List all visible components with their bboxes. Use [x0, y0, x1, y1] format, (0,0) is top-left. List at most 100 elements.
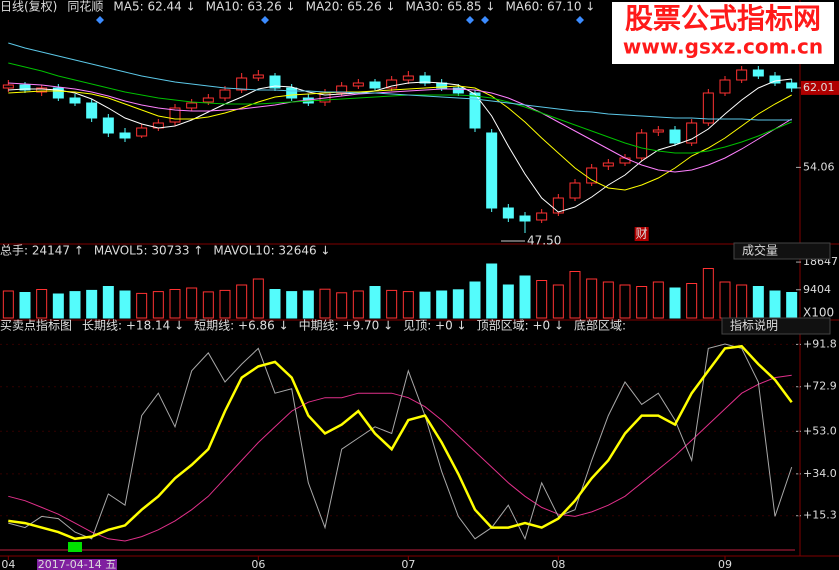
- y-tick-label: +53.0: [803, 424, 837, 437]
- volume-bar: [602, 281, 614, 319]
- candle-body: [202, 97, 214, 103]
- legend-label: 见顶: +0 ↓: [403, 319, 466, 333]
- volume-bar: [302, 290, 314, 319]
- volume-bar: [336, 292, 348, 319]
- volume-bar: [586, 278, 598, 319]
- legend-label: MA20: 65.26 ↓: [306, 0, 396, 14]
- panel-button[interactable]: 指标说明: [730, 318, 778, 333]
- volume-bar: [186, 287, 198, 319]
- candle-body: [386, 79, 398, 89]
- candle-body: [669, 129, 681, 144]
- candle-body: [352, 82, 364, 87]
- candle-body: [169, 107, 181, 123]
- candle-body: [636, 132, 648, 159]
- candle-body: [336, 85, 348, 94]
- volume-bar: [469, 281, 481, 319]
- volume-bar: [19, 292, 31, 319]
- diamond: [96, 16, 104, 24]
- note-label: 财: [636, 227, 648, 241]
- volume-bar: [102, 286, 114, 319]
- y-unit: X100: [803, 306, 834, 320]
- volume-bar: [702, 268, 714, 319]
- volume-bar: [736, 284, 748, 319]
- candle-body: [752, 69, 764, 77]
- legend-label: MA5: 62.44 ↓: [113, 0, 195, 14]
- candle-body: [236, 77, 248, 91]
- x-tick-label: 09: [718, 558, 732, 570]
- diamond: [261, 16, 269, 24]
- volume-bar: [269, 289, 281, 319]
- legend-label: MAVOL5: 30733 ↑: [94, 244, 203, 258]
- signal-diamonds: [96, 16, 584, 24]
- candle-body: [502, 207, 514, 219]
- candle-body: [19, 84, 31, 91]
- series-line: [8, 344, 793, 541]
- candle-body: [252, 74, 264, 79]
- watermark-bg: [612, 2, 834, 64]
- volume-bar: [219, 289, 231, 319]
- series-line: [8, 343, 793, 541]
- volume-bar: [86, 289, 98, 319]
- candle-body: [269, 75, 281, 89]
- volume-bar: [752, 286, 764, 319]
- diamond: [466, 16, 474, 24]
- series-line: [8, 62, 792, 154]
- note-box: [634, 227, 649, 241]
- legend-label: 顶部区域: +0 ↓: [477, 318, 564, 333]
- volume-bar: [169, 289, 181, 319]
- candle-body: [136, 127, 148, 137]
- volume-bar: [486, 263, 498, 319]
- volume-bar: [536, 280, 548, 319]
- panel-button-bg[interactable]: [733, 242, 831, 260]
- volume-bar: [502, 284, 514, 319]
- volume-bar: [569, 271, 581, 319]
- y-tick-label: 62.01: [803, 81, 835, 94]
- candle-body: [69, 97, 81, 104]
- watermark-url: www.gsxz.com.cn: [623, 35, 823, 59]
- candle-body: [419, 75, 431, 84]
- legend-label: MA30: 65.85 ↓: [406, 0, 496, 14]
- candle-body: [186, 102, 198, 109]
- y-tick-label: 54.06: [803, 160, 835, 173]
- series-line: [8, 78, 792, 213]
- volume-bar: [36, 289, 48, 319]
- panel-button[interactable]: 成交量: [742, 243, 778, 258]
- candle-body: [2, 84, 14, 89]
- candle-body: [486, 132, 498, 209]
- volume-bar: [652, 281, 664, 319]
- candle-body: [52, 87, 64, 99]
- candle-body: [86, 102, 98, 119]
- legend-label: MA10: 63.26 ↓: [206, 0, 296, 14]
- candle-body: [219, 89, 231, 99]
- volume-bar: [719, 281, 731, 319]
- volume-bar: [2, 290, 14, 319]
- candle-body: [769, 75, 781, 84]
- volume-bar: [436, 290, 448, 319]
- panel-button-bg[interactable]: [721, 317, 831, 335]
- volume-bar: [769, 290, 781, 319]
- candle-body: [602, 162, 614, 167]
- y-tick-label: 9404: [803, 283, 831, 296]
- volume-bar: [52, 293, 64, 319]
- volume-bar: [69, 291, 81, 319]
- candle-body: [569, 182, 581, 199]
- legend-label: 日线(复权): [0, 0, 57, 14]
- volume-bar: [686, 283, 698, 319]
- diamond: [481, 16, 489, 24]
- volume-bar: [202, 291, 214, 319]
- series-line: [8, 374, 792, 542]
- legend-label: 同花顺: [67, 0, 103, 14]
- volume-bar: [619, 284, 631, 319]
- diamond: [576, 16, 584, 24]
- volume-bar: [386, 289, 398, 319]
- candle-body: [119, 132, 131, 139]
- date-marker-bg: [37, 559, 117, 570]
- price-tag: [801, 80, 839, 95]
- bottom-zone-marker: [68, 542, 82, 552]
- low-annotation: 47.50: [527, 234, 561, 248]
- candle-body: [586, 167, 598, 184]
- series-line: [8, 42, 792, 121]
- y-tick-label: +15.3: [803, 509, 837, 522]
- volume-bar: [786, 292, 798, 319]
